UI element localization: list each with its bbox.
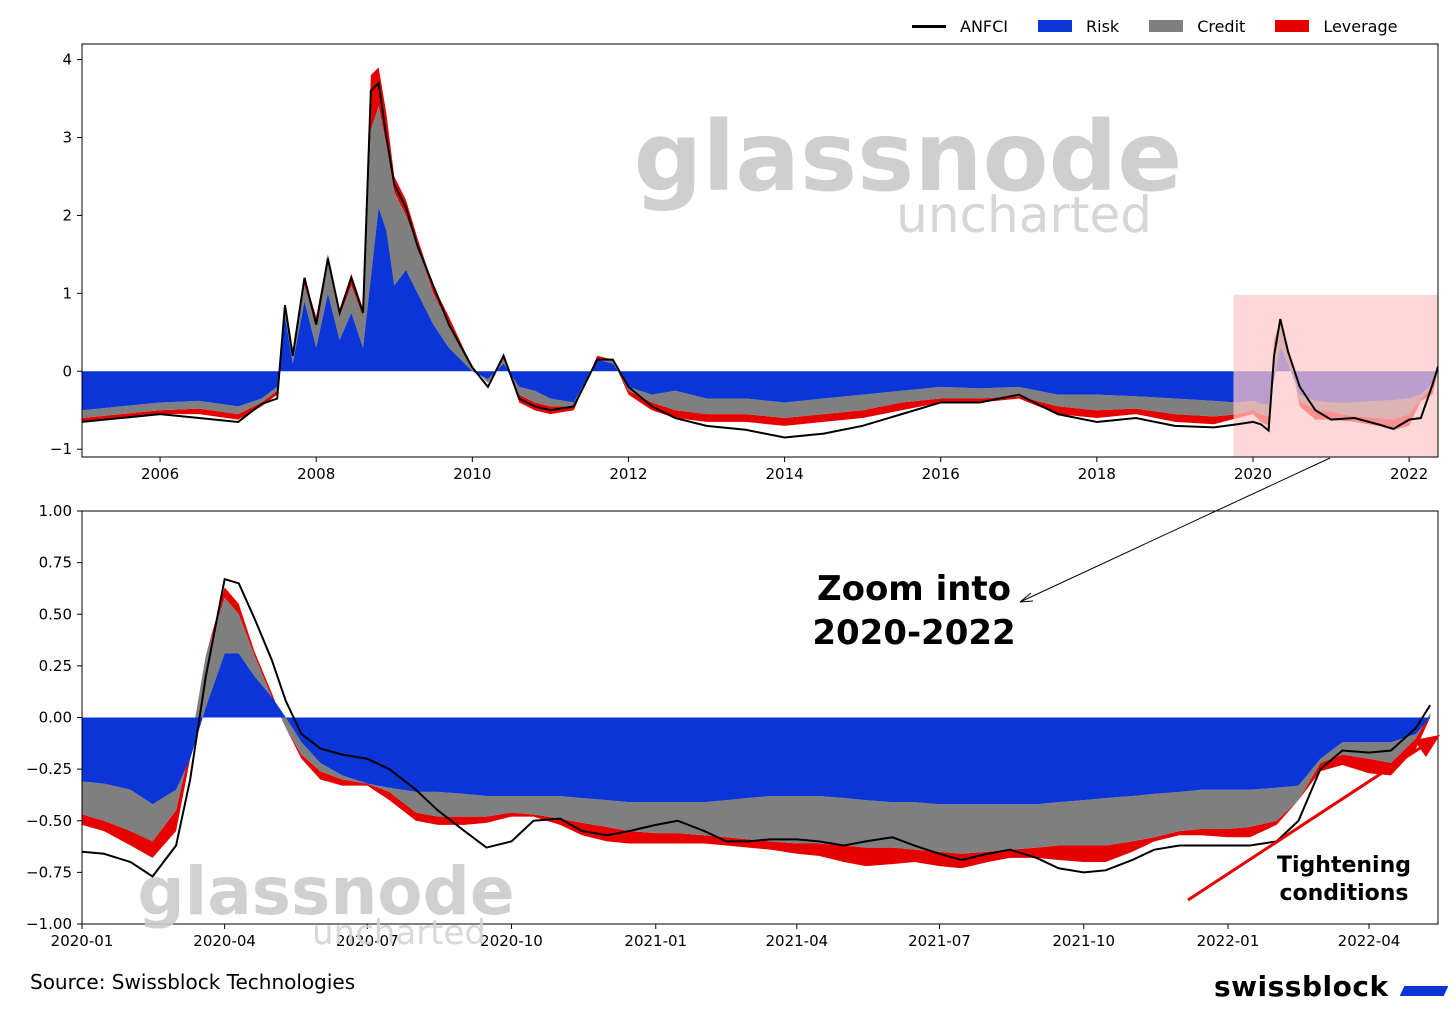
top-chart-ytick-label: 4 <box>62 51 72 69</box>
bottom-chart-ytick-label: 0.75 <box>39 554 72 572</box>
bottom-chart-ytick-label: 0.25 <box>39 657 72 675</box>
legend-label-anfci: ANFCI <box>960 16 1009 36</box>
top-chart-xtick-label: 2018 <box>1078 465 1116 483</box>
top-chart-xtick-label: 2022 <box>1390 465 1428 483</box>
legend-swatch-leverage <box>1275 20 1310 32</box>
bottom-chart-xtick-label: 2020-07 <box>336 932 399 950</box>
bottom-chart-ytick-label: −1.00 <box>26 915 72 933</box>
watermark-top-line2: uncharted <box>896 186 1152 244</box>
top-chart-ytick-label: 1 <box>62 284 72 302</box>
bottom-chart-ytick-label: −0.75 <box>26 863 72 881</box>
zoom-arrow-head <box>1019 592 1034 603</box>
panel-top: −1 0 1 2 3 4 2006 2008 2010 2012 2014 2016 2018 2020 2… <box>50 43 1439 483</box>
legend-item-leverage: Leverage <box>1275 17 1397 36</box>
bottom-chart-ytick-label: −0.50 <box>26 812 72 830</box>
legend-swatch-credit <box>1149 20 1184 32</box>
top-chart-ytick-label: 2 <box>62 206 72 224</box>
top-chart-highlight-region <box>1233 294 1438 457</box>
bottom-chart-xtick-label: 2021-04 <box>765 932 828 950</box>
legend-label-credit: Credit <box>1197 16 1246 36</box>
bottom-chart-series-risk-area <box>82 653 1431 805</box>
bottom-chart-xtick-label: 2020-10 <box>480 932 543 950</box>
tightening-arrow-head <box>1414 735 1440 757</box>
bottom-chart-xtick-label: 2020-01 <box>51 932 114 950</box>
watermark-top-line1: glassnode <box>634 101 1183 213</box>
watermark-bottom-line1: glassnode <box>137 853 514 930</box>
zoom-annotation: Zoom into 2020-2022 <box>812 457 1331 653</box>
source-note: Source: Swissblock Technologies <box>30 970 356 994</box>
legend-line-anfci <box>912 24 946 28</box>
panel-bottom: −1.00 −0.75 −0.50 −0.25 0.00 0.25 0.50 0.75 1.00… <box>26 502 1439 950</box>
brand-logo-mark <box>1399 986 1449 996</box>
bottom-chart-plot-area <box>82 577 1432 878</box>
top-chart-series-risk-area <box>82 207 1438 411</box>
tightening-line1: Tightening <box>1277 853 1411 878</box>
legend-item-risk: Risk <box>1038 17 1119 36</box>
legend-swatch-risk <box>1038 20 1073 32</box>
watermark-bottom-line2: uncharted <box>312 913 486 953</box>
zoom-annotation-line2: 2020-2022 <box>812 613 1015 653</box>
bottom-chart-xtick-label: 2021-01 <box>624 932 687 950</box>
zoom-arrow-line <box>1019 457 1331 603</box>
top-chart-xtick-label: 2012 <box>609 465 647 483</box>
legend-label-leverage: Leverage <box>1323 16 1398 36</box>
top-chart-ytick-label: 3 <box>62 129 72 147</box>
top-chart-series-anfci-line <box>82 80 1438 439</box>
legend-item-anfci: ANFCI <box>912 17 1008 36</box>
legend-item-credit: Credit <box>1149 17 1245 36</box>
top-chart-xtick-label: 2020 <box>1234 465 1272 483</box>
bottom-chart-ytick-label: 1.00 <box>39 502 72 520</box>
tightening-arrow-line <box>1187 746 1421 902</box>
bottom-chart-xtick-label: 2022-01 <box>1197 932 1260 950</box>
top-chart-plot-area <box>82 67 1438 457</box>
bottom-chart-xtick-label: 2021-07 <box>908 932 971 950</box>
top-chart-xtick-label: 2016 <box>922 465 960 483</box>
bottom-chart-series-anfci-line <box>82 577 1432 878</box>
bottom-chart-ytick-label: 0.50 <box>39 605 72 623</box>
top-chart-ytick-label: −1 <box>50 440 72 458</box>
bottom-chart-xtick-label: 2022-04 <box>1338 932 1401 950</box>
legend-label-risk: Risk <box>1086 16 1120 36</box>
watermark-top: glassnode uncharted <box>634 101 1183 244</box>
watermark-bottom: glassnode uncharted <box>137 853 514 953</box>
tightening-annotation: Tightening conditions <box>1187 735 1440 906</box>
top-chart-xtick-label: 2010 <box>453 465 491 483</box>
zoom-annotation-line1: Zoom into <box>817 569 1011 609</box>
top-chart-xtick-label: 2006 <box>141 465 179 483</box>
top-chart-xtick-label: 2008 <box>297 465 335 483</box>
brand-logo: swissblock <box>1214 970 1389 1003</box>
bottom-chart-xtick-label: 2021-10 <box>1052 932 1115 950</box>
top-chart-xtick-label: 2014 <box>765 465 803 483</box>
tightening-line2: conditions <box>1279 881 1408 906</box>
top-chart-axes-frame <box>81 43 1439 458</box>
chart-legend: ANFCI Risk Credit Leverage <box>912 12 1432 40</box>
top-chart-ytick-label: 0 <box>62 362 72 380</box>
bottom-chart-xtick-label: 2020-04 <box>193 932 256 950</box>
bottom-chart-ytick-label: −0.25 <box>26 760 72 778</box>
bottom-chart-ytick-label: 0.00 <box>39 709 72 727</box>
